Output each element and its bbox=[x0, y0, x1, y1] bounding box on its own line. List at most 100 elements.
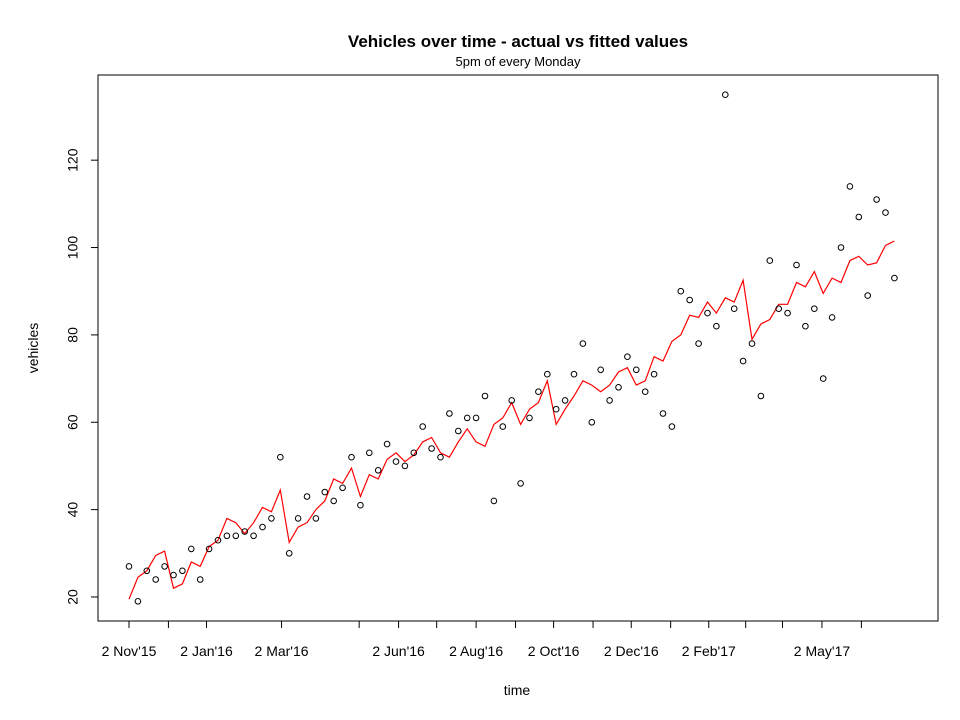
actual-point bbox=[223, 532, 231, 540]
actual-point bbox=[766, 257, 774, 264]
actual-point bbox=[179, 567, 186, 575]
actual-point bbox=[339, 484, 346, 492]
x-tick-label: 2 Feb'17 bbox=[682, 643, 736, 659]
actual-point bbox=[704, 309, 711, 317]
actual-point bbox=[722, 91, 729, 98]
actual-point bbox=[793, 261, 800, 269]
actual-point bbox=[739, 357, 747, 365]
x-tick-label: 2 May'17 bbox=[794, 643, 851, 659]
actual-point bbox=[152, 576, 159, 583]
actual-point bbox=[419, 423, 427, 430]
x-tick-label: 2 Dec'16 bbox=[604, 643, 659, 659]
actual-point bbox=[811, 305, 818, 313]
actual-point bbox=[802, 322, 809, 330]
y-tick-label: 60 bbox=[65, 414, 81, 430]
actual-point bbox=[544, 370, 551, 378]
actual-point bbox=[312, 515, 320, 522]
actual-point bbox=[446, 410, 453, 417]
actual-point bbox=[196, 576, 204, 583]
actual-point bbox=[303, 493, 311, 500]
actual-point bbox=[472, 414, 480, 422]
actual-point bbox=[508, 397, 516, 404]
fitted-series bbox=[128, 240, 895, 600]
actual-point bbox=[526, 414, 533, 422]
actual-point bbox=[357, 501, 364, 509]
actual-point bbox=[775, 305, 783, 313]
actual-point bbox=[855, 213, 863, 221]
actual-point bbox=[659, 410, 667, 417]
actual-point bbox=[294, 515, 302, 522]
actual-point bbox=[125, 563, 133, 570]
x-tick-label: 2 Mar'16 bbox=[255, 643, 309, 659]
actual-point bbox=[757, 392, 765, 400]
y-axis: 20 40 60 80 100 120 bbox=[65, 148, 99, 605]
actual-point bbox=[882, 209, 889, 216]
actual-point bbox=[330, 497, 338, 505]
fitted-line bbox=[128, 240, 895, 600]
actual-point bbox=[606, 397, 613, 404]
actual-point bbox=[499, 423, 507, 430]
actual-point bbox=[383, 440, 391, 448]
x-axis-label: time bbox=[504, 682, 531, 698]
actual-point bbox=[730, 305, 738, 313]
actual-point bbox=[374, 467, 382, 474]
chart-subtitle: 5pm of every Monday bbox=[455, 54, 581, 69]
actual-point bbox=[232, 532, 240, 540]
actual-point bbox=[428, 445, 435, 452]
actual-point bbox=[321, 488, 329, 496]
actual-point bbox=[277, 453, 284, 461]
actual-point bbox=[615, 384, 622, 391]
actual-point bbox=[481, 392, 489, 400]
actual-point bbox=[517, 480, 524, 487]
y-tick-label: 100 bbox=[65, 236, 81, 260]
actual-point bbox=[535, 388, 542, 396]
actual-point bbox=[561, 397, 569, 404]
actual-point bbox=[241, 528, 248, 535]
actual-point bbox=[748, 340, 756, 347]
actual-point bbox=[677, 287, 685, 295]
x-tick-label: 2 Jun'16 bbox=[372, 643, 425, 659]
actual-point bbox=[713, 322, 720, 330]
x-tick-label: 2 Aug'16 bbox=[449, 643, 503, 659]
plot-frame bbox=[97, 74, 939, 622]
y-axis-label: vehicles bbox=[25, 323, 41, 374]
actual-point bbox=[463, 414, 471, 422]
actual-point bbox=[437, 453, 444, 461]
actual-point bbox=[686, 296, 694, 304]
actual-point bbox=[819, 375, 827, 382]
actual-point bbox=[579, 340, 587, 347]
actual-point bbox=[891, 274, 898, 282]
x-tick-label: 2 Jan'16 bbox=[180, 643, 233, 659]
actual-point bbox=[188, 545, 195, 553]
actual-point bbox=[366, 449, 373, 457]
actual-point bbox=[285, 550, 293, 557]
actual-point bbox=[410, 449, 418, 457]
actual-point bbox=[250, 532, 257, 540]
actual-point bbox=[597, 366, 605, 374]
actual-point bbox=[695, 340, 702, 347]
actual-point bbox=[490, 497, 498, 505]
x-tick-label: 2 Oct'16 bbox=[528, 643, 580, 659]
actual-point bbox=[268, 515, 275, 522]
actual-point bbox=[455, 427, 462, 435]
actual-point bbox=[828, 314, 836, 321]
actual-point bbox=[624, 353, 631, 361]
actual-point bbox=[134, 598, 142, 605]
actual-point bbox=[633, 366, 640, 374]
actual-point bbox=[668, 423, 676, 430]
x-tick-label: 2 Nov'15 bbox=[102, 643, 157, 659]
actual-series bbox=[125, 91, 898, 605]
actual-point bbox=[873, 196, 880, 203]
actual-point bbox=[552, 405, 560, 413]
actual-point bbox=[401, 462, 409, 470]
actual-point bbox=[348, 453, 355, 461]
actual-point bbox=[205, 545, 213, 553]
y-tick-label: 80 bbox=[65, 327, 81, 343]
actual-point bbox=[864, 292, 872, 299]
actual-point bbox=[143, 567, 151, 575]
actual-point bbox=[846, 183, 854, 190]
actual-point bbox=[837, 244, 845, 251]
actual-point bbox=[259, 523, 266, 531]
actual-point bbox=[161, 563, 168, 570]
